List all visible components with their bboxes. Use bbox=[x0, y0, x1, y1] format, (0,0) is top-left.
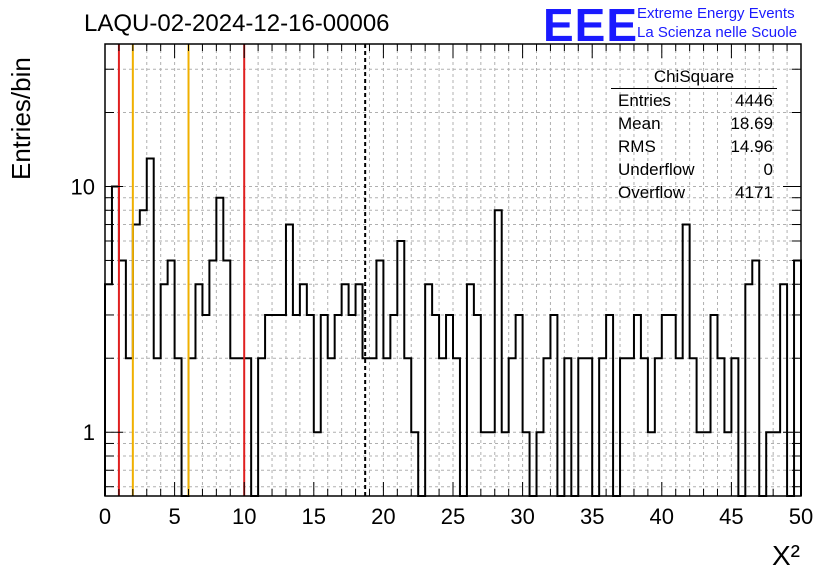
stats-row-mean: Mean 18.69 bbox=[618, 114, 773, 133]
eee-logo-text: Extreme Energy Events La Scienza nelle S… bbox=[637, 4, 797, 42]
histogram-series bbox=[104, 157, 802, 497]
x-tick-label: 10 bbox=[232, 504, 256, 529]
x-tick-label: 40 bbox=[650, 504, 674, 529]
x-tick-label: 25 bbox=[441, 504, 465, 529]
y-tick-label: 10 bbox=[71, 174, 95, 199]
x-tick-label: 35 bbox=[580, 504, 604, 529]
stats-title: ChiSquare bbox=[611, 67, 777, 89]
logo-line-1: Extreme Energy Events bbox=[637, 5, 795, 22]
logo-line-2: La Scienza nelle Scuole bbox=[637, 24, 798, 41]
x-tick-label: 20 bbox=[371, 504, 395, 529]
x-tick-label: 5 bbox=[168, 504, 180, 529]
x-tick-label: 0 bbox=[99, 504, 111, 529]
x-tick-label: 50 bbox=[789, 504, 813, 529]
y-tick-label: 1 bbox=[83, 420, 95, 445]
x-tick-label: 45 bbox=[719, 504, 743, 529]
chart-title: LAQU-02-2024-12-16-00006 bbox=[84, 10, 390, 37]
eee-logo: EEE bbox=[543, 0, 639, 51]
x-tick-label: 30 bbox=[510, 504, 534, 529]
stats-box: ChiSquare Entries 4446 Mean 18.69 RMS 14.96… bbox=[611, 67, 777, 204]
stats-row-underflow: Underflow 0 bbox=[618, 160, 773, 179]
stats-row-overflow: Overflow 4171 bbox=[618, 183, 773, 202]
x-tick-label: 15 bbox=[302, 504, 326, 529]
stats-row-rms: RMS 14.96 bbox=[618, 137, 773, 156]
x-axis-label: X² bbox=[772, 540, 800, 571]
stats-row-entries: Entries 4446 bbox=[618, 91, 773, 110]
